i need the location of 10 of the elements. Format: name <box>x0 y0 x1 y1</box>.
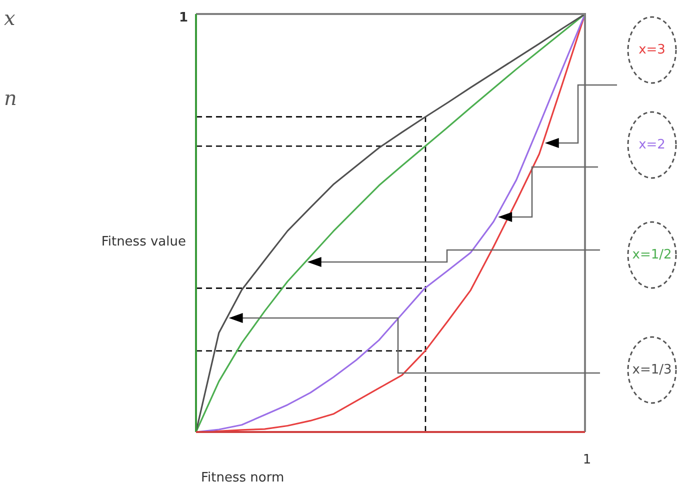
text: 1 <box>582 452 592 468</box>
text: x <box>4 6 16 30</box>
text: x=2 <box>638 137 666 152</box>
text: n <box>4 86 17 110</box>
text: x=3 <box>638 42 666 58</box>
text: 1 <box>178 10 188 26</box>
text: x=1/3 <box>632 362 672 378</box>
y-axis-title: Fitness value <box>101 234 186 250</box>
x-axis-title: Fitness norm <box>201 470 284 486</box>
text: x=1/2 <box>632 247 672 262</box>
